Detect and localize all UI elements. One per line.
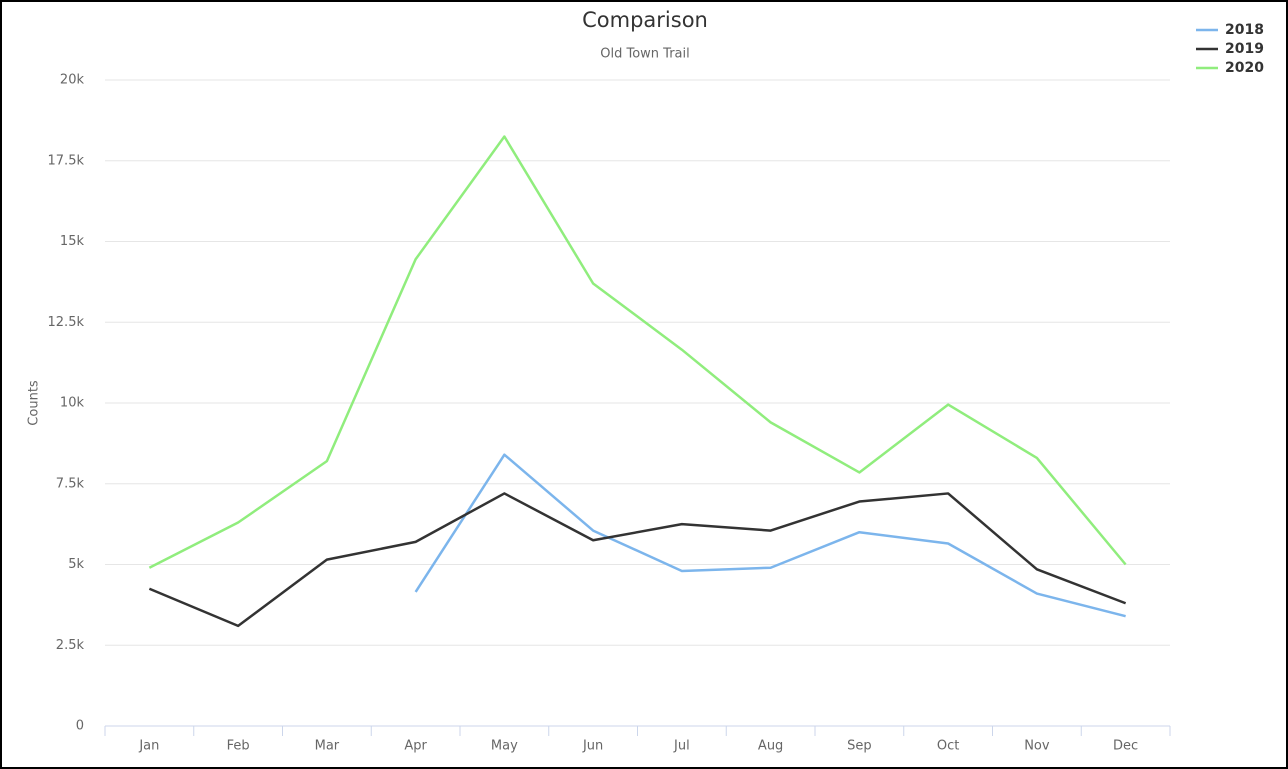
y-tick-label: 17.5k — [48, 153, 85, 168]
chart-subtitle: Old Town Trail — [600, 47, 689, 62]
y-tick-label: 0 — [76, 719, 84, 734]
y-axis-label: Counts — [27, 380, 42, 426]
x-tick-label: May — [491, 739, 518, 754]
chart-title: Comparison — [582, 8, 708, 32]
y-tick-label: 15k — [60, 234, 85, 249]
legend-label: 2018 — [1225, 22, 1264, 38]
series-line — [414, 453, 1126, 618]
x-tick-label: Jan — [138, 739, 159, 754]
series-line — [148, 492, 1127, 628]
x-tick-label: Apr — [404, 739, 427, 754]
legend-label: 2019 — [1225, 41, 1264, 57]
series-line — [148, 135, 1127, 569]
x-tick-label: Sep — [847, 739, 872, 754]
y-tick-label: 20k — [60, 73, 85, 88]
y-tick-label: 2.5k — [56, 638, 85, 653]
y-tick-label: 10k — [60, 396, 85, 411]
x-tick-label: Oct — [937, 739, 959, 754]
y-tick-label: 12.5k — [48, 315, 85, 330]
x-tick-label: Jul — [673, 739, 690, 754]
legend-label: 2020 — [1225, 60, 1264, 76]
y-tick-label: 7.5k — [56, 476, 85, 491]
x-tick-label: Aug — [758, 739, 783, 754]
y-tick-label: 5k — [68, 557, 84, 572]
x-tick-label: Dec — [1113, 739, 1138, 754]
x-tick-label: Jun — [582, 739, 603, 754]
x-tick-label: Mar — [315, 739, 340, 754]
x-tick-label: Feb — [227, 739, 250, 754]
x-tick-label: Nov — [1024, 739, 1050, 754]
